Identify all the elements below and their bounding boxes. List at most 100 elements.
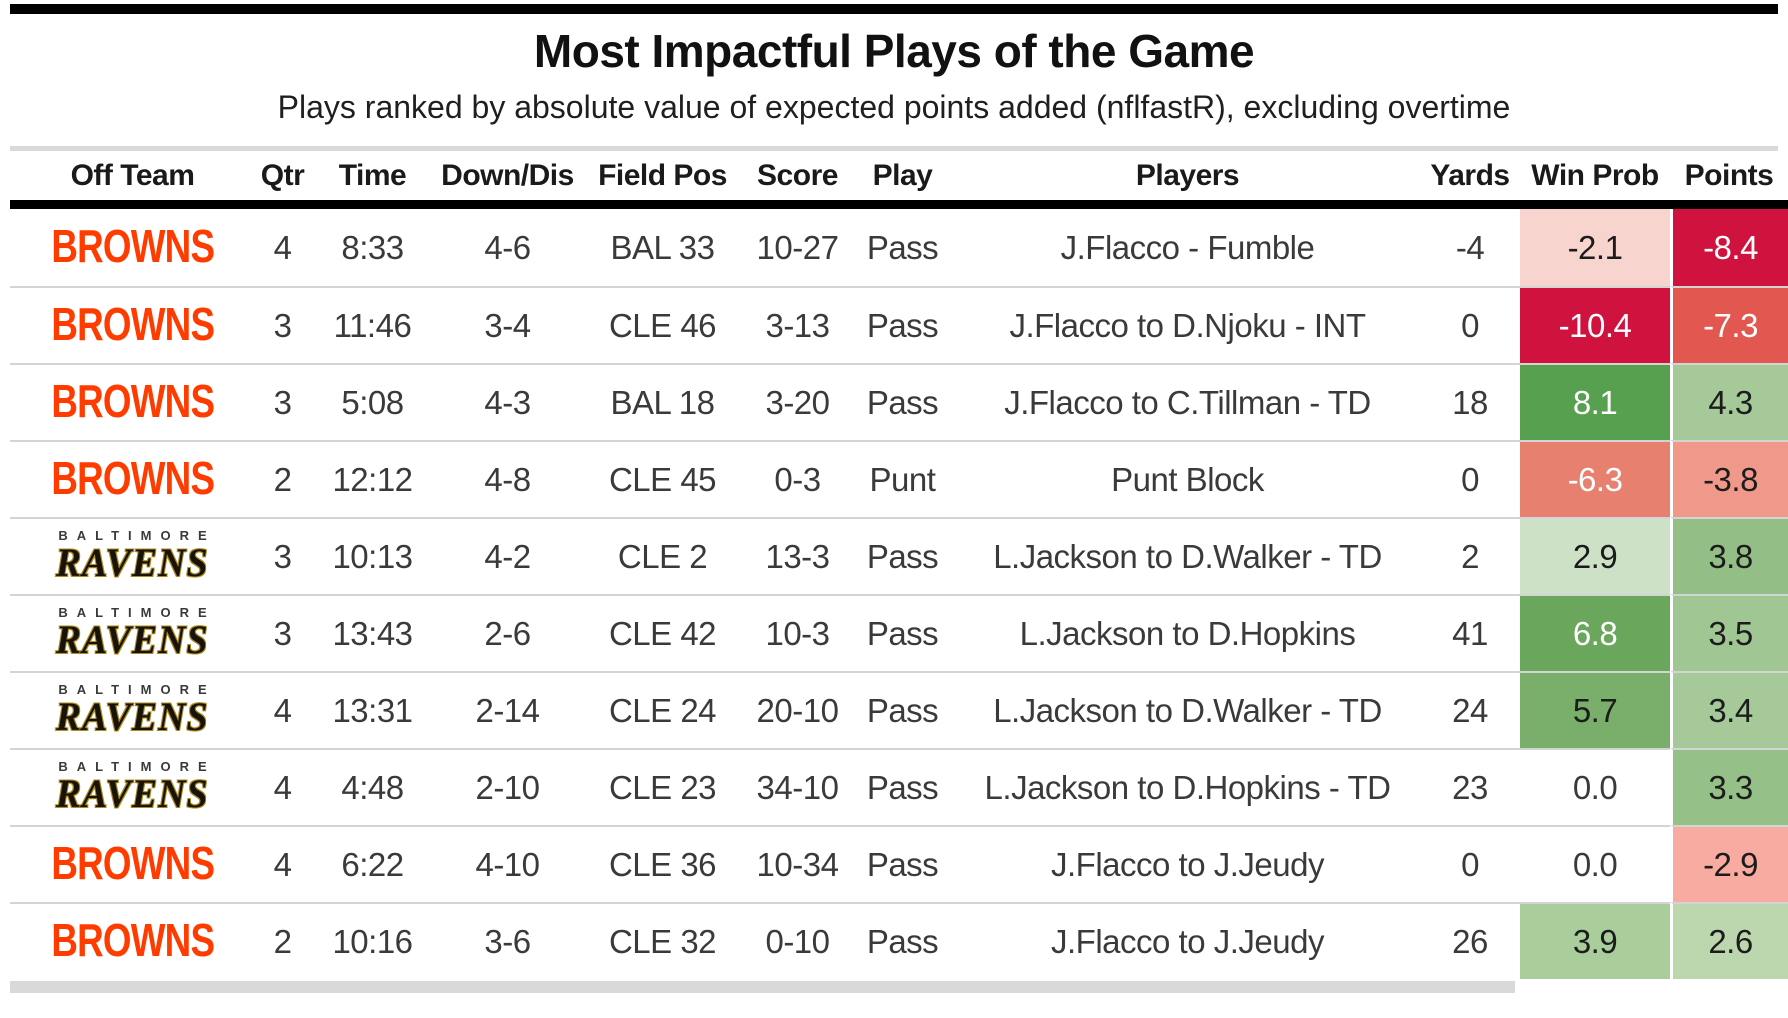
column-header-down-dis: Down/Dis bbox=[435, 151, 580, 209]
column-header-points: Points bbox=[1670, 151, 1788, 209]
off-team-cell: BALTIMORE RAVENS bbox=[10, 594, 255, 671]
down-dis-cell: 4-6 bbox=[484, 228, 531, 266]
win-prob-cell: 6.8 bbox=[1520, 594, 1670, 671]
qtr-cell: 2 bbox=[255, 440, 310, 517]
play-cell: Punt bbox=[850, 440, 955, 517]
off-team-cell: BROWNS bbox=[10, 825, 255, 902]
off-team-cell: BALTIMORE RAVENS bbox=[10, 671, 255, 748]
points-cell: 4.3 bbox=[1670, 363, 1788, 440]
time-cell: 13:43 bbox=[310, 594, 435, 671]
page-subtitle: Plays ranked by absolute value of expect… bbox=[277, 89, 1511, 125]
column-header-players: Players bbox=[955, 151, 1420, 209]
ravens-wordmark: BALTIMORE RAVENS bbox=[49, 529, 215, 583]
points-cell: 3.4 bbox=[1670, 671, 1788, 748]
win-prob-cell: 3.9 bbox=[1520, 902, 1670, 979]
time-cell: 11:46 bbox=[310, 286, 435, 363]
plays-table: Off Team Qtr Time Down/Dis Field Pos Score Pla… bbox=[10, 151, 1788, 979]
field-pos-cell: CLE 36 bbox=[580, 825, 745, 902]
players-cell: Punt Block bbox=[955, 440, 1420, 517]
win-prob-cell: 5.7 bbox=[1520, 671, 1670, 748]
play-row: BALTIMORE RAVENS 3 10:13 4-2 CLE 2 13-3 Pass L.J… bbox=[10, 517, 1788, 594]
field-pos-cell: CLE 23 bbox=[580, 748, 745, 825]
ravens-name-label: RAVENS bbox=[56, 540, 209, 585]
ravens-name-label: RAVENS bbox=[56, 694, 209, 739]
browns-wordmark: BROWNS bbox=[51, 297, 215, 350]
score-cell: 20-10 bbox=[745, 671, 850, 748]
off-team-cell: BROWNS bbox=[10, 209, 255, 286]
qtr-cell: 3 bbox=[255, 286, 310, 363]
play-cell: Pass bbox=[850, 594, 955, 671]
yards-cell: 26 bbox=[1420, 902, 1520, 979]
score-cell: 13-3 bbox=[745, 517, 850, 594]
yards-cell: 23 bbox=[1420, 748, 1520, 825]
yards-cell: 0 bbox=[1420, 825, 1520, 902]
ravens-city-label: BALTIMORE bbox=[58, 528, 216, 543]
time-cell: 10:13 bbox=[310, 517, 435, 594]
points-cell: -2.9 bbox=[1670, 825, 1788, 902]
win-prob-cell: 2.9 bbox=[1520, 517, 1670, 594]
players-cell: J.Flacco to J.Jeudy bbox=[955, 902, 1420, 979]
down-dis-cell: 2-14 bbox=[435, 671, 580, 748]
down-dis-cell: 3-4 bbox=[435, 286, 580, 363]
play-cell: Pass bbox=[850, 286, 955, 363]
play-row: BROWNS 2 12:12 4-8 CLE 45 0-3 Punt Punt Block 0-… bbox=[10, 440, 1788, 517]
field-pos-cell: CLE 24 bbox=[580, 671, 745, 748]
yards-cell: 24 bbox=[1420, 671, 1520, 748]
points-cell: 3.5 bbox=[1670, 594, 1788, 671]
off-team-cell: BALTIMORE RAVENS bbox=[10, 748, 255, 825]
ravens-city-label: BALTIMORE bbox=[58, 605, 216, 620]
play-row: BROWNS 4 6:22 4-10 CLE 36 10-34 Pass J.Flacco t… bbox=[10, 825, 1788, 902]
score-cell: 0-10 bbox=[745, 902, 850, 979]
impactful-plays-card: Most Impactful Plays of the Game Plays r… bbox=[0, 4, 1788, 993]
score-cell: 10-34 bbox=[745, 825, 850, 902]
points-cell: -3.8 bbox=[1670, 440, 1788, 517]
field-pos-cell: CLE 32 bbox=[580, 902, 745, 979]
players-cell: L.Jackson to D.Hopkins bbox=[955, 594, 1420, 671]
players-cell: J.Flacco - Fumble bbox=[1060, 228, 1315, 266]
points-cell: -7.3 bbox=[1670, 286, 1788, 363]
column-header-off-team: Off Team bbox=[10, 151, 255, 209]
players-cell: J.Flacco to C.Tillman - TD bbox=[955, 363, 1420, 440]
play-row: BALTIMORE RAVENS 4 4:48 2-10 CLE 23 34-10 Pass L… bbox=[10, 748, 1788, 825]
column-header-play: Play bbox=[850, 151, 955, 209]
players-cell: L.Jackson to D.Hopkins - TD bbox=[955, 748, 1420, 825]
play-row: BROWNS 2 10:16 3-6 CLE 32 0-10 Pass J.Flacco to… bbox=[10, 902, 1788, 979]
column-header-qtr: Qtr bbox=[255, 151, 310, 209]
time-cell: 5:08 bbox=[310, 363, 435, 440]
play-row: BALTIMORE RAVENS 4 13:31 2-14 CLE 24 20-10 Pass… bbox=[10, 671, 1788, 748]
play-cell: Pass bbox=[850, 671, 955, 748]
score-cell: 3-20 bbox=[745, 363, 850, 440]
win-prob-cell: -10.4 bbox=[1520, 286, 1670, 363]
browns-wordmark: BROWNS bbox=[51, 836, 215, 889]
qtr-cell: 4 bbox=[273, 228, 292, 266]
off-team-cell: BROWNS bbox=[10, 363, 255, 440]
field-pos-cell: BAL 18 bbox=[580, 363, 745, 440]
points-cell: 3.8 bbox=[1670, 517, 1788, 594]
qtr-cell: 4 bbox=[255, 825, 310, 902]
column-header-score: Score bbox=[745, 151, 850, 209]
time-cell: 13:31 bbox=[310, 671, 435, 748]
qtr-cell: 3 bbox=[255, 517, 310, 594]
off-team-cell: BROWNS bbox=[10, 902, 255, 979]
ravens-name-label: RAVENS bbox=[56, 771, 209, 816]
down-dis-cell: 4-10 bbox=[435, 825, 580, 902]
qtr-cell: 3 bbox=[255, 594, 310, 671]
ravens-city-label: BALTIMORE bbox=[58, 682, 216, 697]
win-prob-cell: 0.0 bbox=[1520, 825, 1670, 902]
play-cell: Pass bbox=[850, 902, 955, 979]
table-body: BROWNS 4 8:33 4-6 BAL 33 10-27 Pass J.Flacco - … bbox=[10, 209, 1788, 979]
down-dis-cell: 2-10 bbox=[435, 748, 580, 825]
play-cell: Pass bbox=[850, 363, 955, 440]
ravens-city-label: BALTIMORE bbox=[58, 759, 216, 774]
score-cell: 0-3 bbox=[745, 440, 850, 517]
yards-cell: -4 bbox=[1455, 228, 1485, 266]
ravens-wordmark: BALTIMORE RAVENS bbox=[49, 606, 215, 660]
win-prob-cell: 8.1 bbox=[1520, 363, 1670, 440]
play-row: BALTIMORE RAVENS 3 13:43 2-6 CLE 42 10-3 Pass L.… bbox=[10, 594, 1788, 671]
down-dis-cell: 2-6 bbox=[435, 594, 580, 671]
field-pos-cell: CLE 46 bbox=[580, 286, 745, 363]
down-dis-cell: 4-2 bbox=[435, 517, 580, 594]
page-title: Most Impactful Plays of the Game bbox=[533, 25, 1255, 77]
win-prob-cell: 0.0 bbox=[1520, 748, 1670, 825]
field-pos-cell: CLE 45 bbox=[580, 440, 745, 517]
